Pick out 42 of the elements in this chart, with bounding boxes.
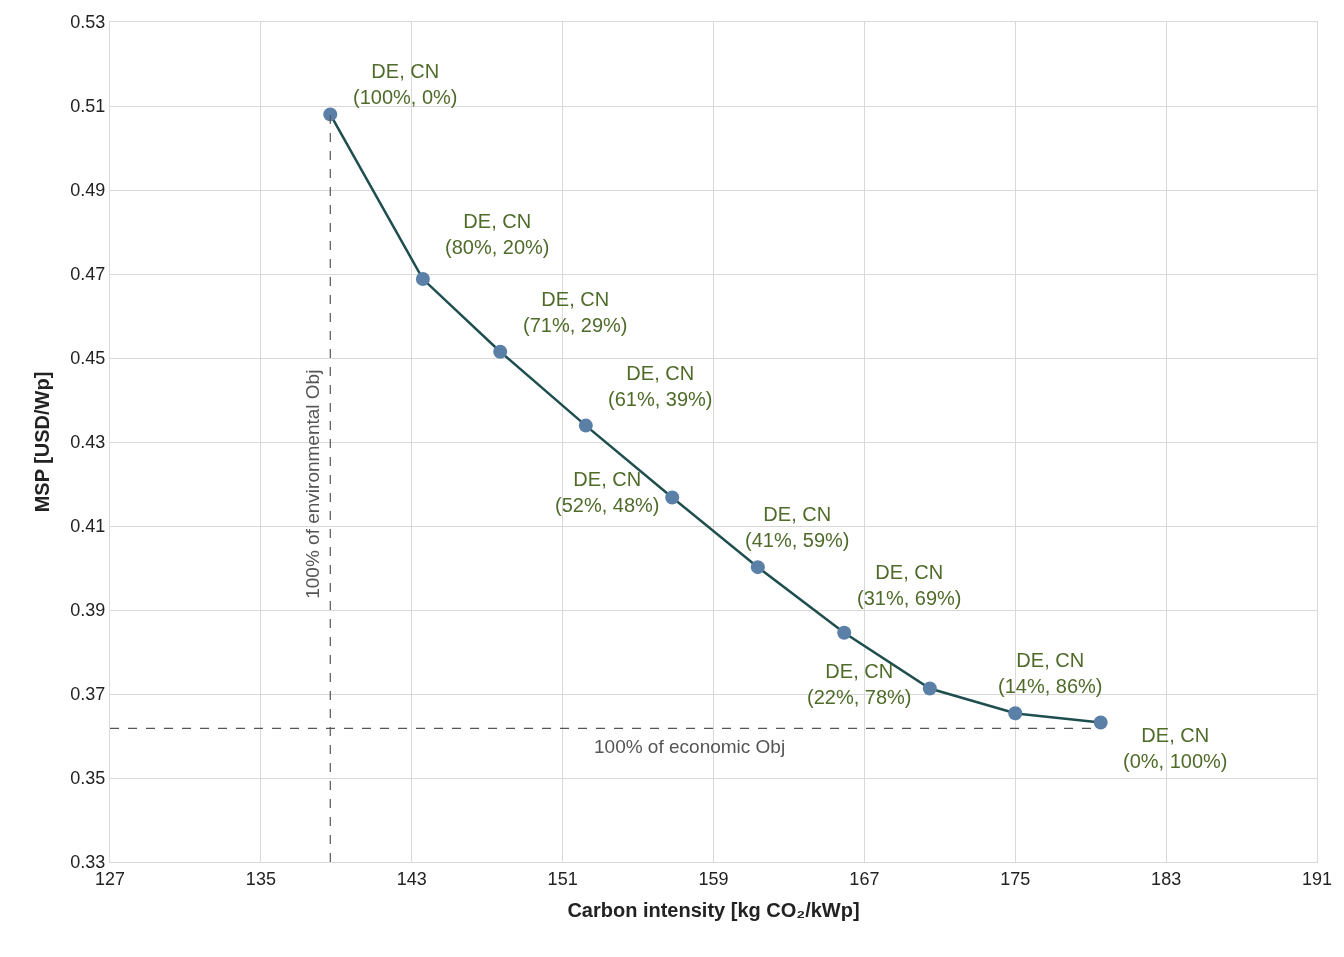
point [578,418,593,433]
x-tick-label: 135 [245,868,276,889]
x-tick-label: 151 [547,868,578,889]
x-tick-label: 175 [1000,868,1031,889]
x-tick-label: 143 [396,868,427,889]
point [323,107,338,122]
annotation: DE, CN (31%, 69%) [857,561,962,609]
x-tick-label: 191 [1301,868,1333,889]
y-axis-title: MSP [USD/Wp] [30,371,53,513]
point [415,272,430,287]
point [1093,715,1108,730]
x-axis-title: Carbon intensity [kg CO₂/kWp] [567,899,860,922]
annotation: DE, CN (41%, 59%) [745,503,850,551]
annotation: DE, CN (71%, 29%) [523,288,628,336]
point [837,625,852,640]
x-tick-label: 159 [698,868,729,889]
y-tick-label: 0.47 [70,264,106,285]
point [493,344,508,359]
annotation: DE, CN (52%, 48%) [555,468,660,516]
x-tick-label: 167 [849,868,880,889]
point [665,490,680,505]
point [922,681,937,696]
x-tick-label: 183 [1151,868,1182,889]
y-tick-label: 0.39 [70,600,106,621]
annotation: DE, CN (80%, 20%) [445,210,550,258]
point [750,560,765,575]
annotation: DE, CN (14%, 86%) [998,649,1103,697]
annotation: DE, CN (0%, 100%) [1123,724,1228,772]
y-tick-label: 0.37 [70,684,106,705]
y-tick-label: 0.45 [70,348,106,369]
y-tick-label: 0.53 [70,12,106,33]
annotation: DE, CN (100%, 0%) [353,60,458,108]
y-tick-label: 0.49 [70,180,106,201]
ref-line-label: 100% of environmental Obj [301,369,323,599]
annotation: DE, CN (22%, 78%) [807,660,912,708]
y-tick-label: 0.43 [70,432,106,453]
y-tick-label: 0.35 [70,768,106,789]
y-tick-label: 0.51 [70,96,106,117]
y-tick-label: 0.41 [70,516,106,537]
point [1008,706,1023,721]
annotation: DE, CN (61%, 39%) [608,362,713,410]
ref-line-label: 100% of economic Obj [594,736,786,757]
